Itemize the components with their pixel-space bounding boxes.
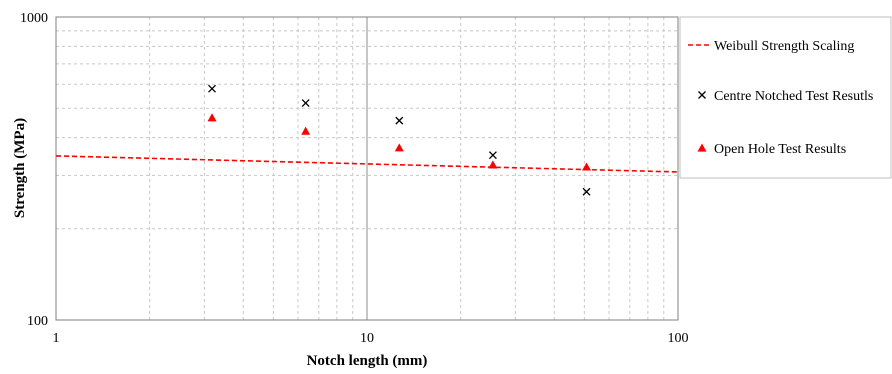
open-hole-point xyxy=(488,160,498,169)
y-axis-title: Strength (MPa) xyxy=(12,118,28,218)
y-tick-label: 100 xyxy=(27,314,48,329)
open-hole-point xyxy=(207,113,217,122)
x-tick-label: 1 xyxy=(53,331,60,346)
open-hole-point xyxy=(582,162,592,171)
centre-notched-point-stroke xyxy=(301,99,310,108)
centre-notched-point xyxy=(488,151,497,160)
open-hole-point xyxy=(301,126,311,135)
legend-label: Open Hole Test Results xyxy=(714,142,846,157)
series-layer xyxy=(55,84,679,196)
centre-notched-point-stroke xyxy=(582,187,591,196)
centre-notched-point-stroke xyxy=(488,151,497,160)
x-tick-label: 10 xyxy=(360,331,374,346)
legend-box xyxy=(679,16,892,179)
open-hole-point xyxy=(394,143,404,152)
centre-notched-point xyxy=(582,187,591,196)
legend-marker-swatch-stroke xyxy=(698,91,706,99)
centre-notched-point xyxy=(395,116,404,125)
x-axis-title: Notch length (mm) xyxy=(307,353,428,369)
legend-entries: Weibull Strength Scaling Centre Notched T… xyxy=(688,39,873,157)
legend-label: Centre Notched Test Resutls xyxy=(714,89,873,104)
x-tick-label: 100 xyxy=(668,331,689,346)
tick-labels: 1 10 100 100 1000 xyxy=(20,11,689,346)
legend-label: Weibull Strength Scaling xyxy=(714,39,854,54)
legend-marker-swatch xyxy=(698,91,706,99)
centre-notched-point-stroke xyxy=(208,84,217,93)
centre-notched-point xyxy=(208,84,217,93)
centre-notched-point-stroke xyxy=(395,116,404,125)
legend-marker-swatch xyxy=(697,143,707,152)
legend: Weibull Strength Scaling Centre Notched T… xyxy=(679,16,892,179)
y-tick-label: 1000 xyxy=(20,11,48,26)
plot-area-frame xyxy=(55,16,679,321)
centre-notched-point xyxy=(301,99,310,108)
